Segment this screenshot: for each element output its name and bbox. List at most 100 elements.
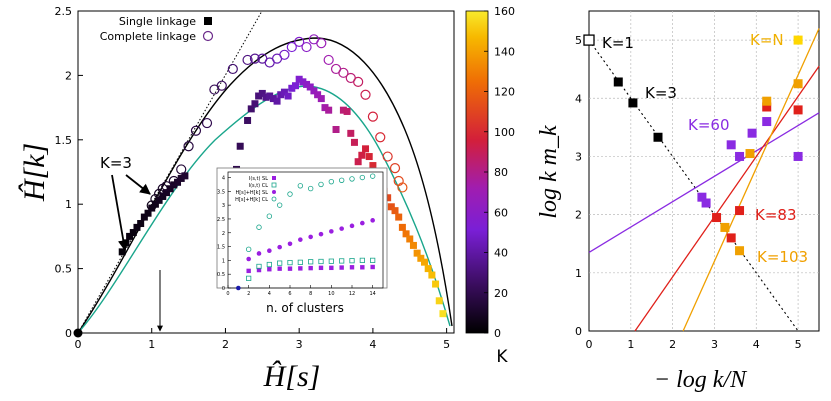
single-linkage-point [181,172,189,180]
right-ytick-label: 0 [575,325,582,338]
right-plot-grid [589,11,819,331]
colorbar-tick-label: 60 [494,206,508,219]
inset-legend-marker [271,196,277,202]
inset-point-4 [307,185,314,192]
inset-point-2 [297,259,303,265]
complete-linkage-point [375,132,386,143]
inset-xtick-label: 12 [349,291,355,297]
inset-legend-label: H[s]+H[k] SL [235,190,268,196]
right-ytick-label: 2 [575,209,582,222]
single-linkage-point [177,174,185,182]
complete-linkage-point [183,141,194,152]
complete-linkage-point [242,54,253,66]
single-linkage-point [314,91,322,99]
complete-linkage-point [382,151,393,162]
right-fit-lines [588,28,820,332]
left-ytick-label: 0.5 [55,263,73,276]
complete-linkage-point [168,175,179,187]
single-linkage-point [409,241,417,249]
single-linkage-point [424,265,432,273]
inset-point-3 [339,226,344,231]
complete-linkage-point [338,67,349,78]
inset-point-3 [277,244,282,250]
right-point-3 [762,102,772,112]
inset-xtick-label: 2 [247,291,250,297]
single-linkage-point [255,92,263,100]
single-linkage-point [258,89,266,97]
left-ytick-label: 2 [65,69,72,82]
left-ytick-label: 1 [65,198,72,211]
complete-linkage-point [161,181,172,192]
inset-point-1 [308,265,313,271]
right-point-3 [712,213,722,223]
inset-ytick-label: 0 [222,286,225,292]
inset-point-3 [308,234,313,240]
inset-point-4 [328,178,335,185]
single-linkage-point [417,254,425,262]
inset-point-3 [370,218,375,223]
right-point-5 [793,35,803,45]
complete-linkage-point [367,111,379,122]
single-linkage-point [325,106,333,114]
right-ytick-label: 5 [575,34,582,47]
right-annot-k1: K=1 [602,34,634,52]
inset-point-4 [276,202,283,208]
single-linkage-point [162,189,170,197]
k3-annotation-left: K=3 [100,154,132,172]
inset-ytick-label: 1.5 [217,245,225,251]
complete-linkage-point [286,41,297,53]
right-point-3 [726,233,736,243]
complete-linkage-point [353,76,364,87]
single-linkage-point [288,84,296,92]
single-linkage-point [413,249,421,257]
complete-linkage-point [216,80,227,91]
left-ytick-label: 0 [65,327,72,340]
inset-legend-label: H[s]+H[k] CL [235,197,268,203]
single-linkage-point [395,213,403,221]
single-linkage-point [284,92,292,100]
inset-point-3 [256,251,262,256]
right-point-3 [793,105,803,115]
inset-ytick-label: 1 [222,258,225,264]
complete-linkage-point [249,53,261,64]
inset-point-1 [339,265,344,270]
inset-ytick-label: 4 [222,176,225,182]
right-xtick-label: 3 [711,338,718,351]
inset-point-4 [297,183,304,189]
inset-point-1 [360,265,365,270]
colorbar: 0 20 40 60 80 100 120 140 160 K [465,5,515,367]
single-linkage-point [170,181,178,189]
single-linkage-point [129,229,137,237]
single-linkage-point [247,105,255,113]
right-point-4 [735,246,745,256]
single-linkage-point [421,258,429,266]
single-linkage-point [362,145,370,153]
complete-linkage-point [301,41,312,53]
left-axis-ticks: 0 1 2 3 4 500.511.522.5 [55,5,451,351]
complete-linkage-point [150,193,161,205]
right-xtick-label: 0 [586,338,593,351]
right-xtick-label: 5 [795,338,802,351]
complete-linkage-point [190,125,202,136]
inset-point-3 [298,237,303,242]
colorbar-tick-label: 0 [494,327,501,340]
single-linkage-point [365,153,373,161]
fit-line-4 [682,28,820,332]
left-xtick-label: 4 [369,338,376,351]
right-plot-frame [588,10,820,332]
inset-ytick-label: 2.5 [217,217,225,223]
single-linkage-point [140,213,148,221]
inset-point-2 [308,259,314,265]
single-linkage-point [137,220,145,228]
inset-point-3 [246,256,251,262]
right-point-2 [726,140,736,150]
inset-legend-label: I(s,t) SL [249,176,268,182]
single-linkage-point [148,204,156,212]
single-linkage-point [251,100,259,108]
inset-point-3 [318,231,324,237]
inset-point-4 [245,246,252,253]
single-linkage-point [406,235,414,243]
colorbar-tick-label: 100 [494,126,515,139]
right-point-4 [745,149,755,159]
left-ytick-label: 1.5 [55,134,73,147]
